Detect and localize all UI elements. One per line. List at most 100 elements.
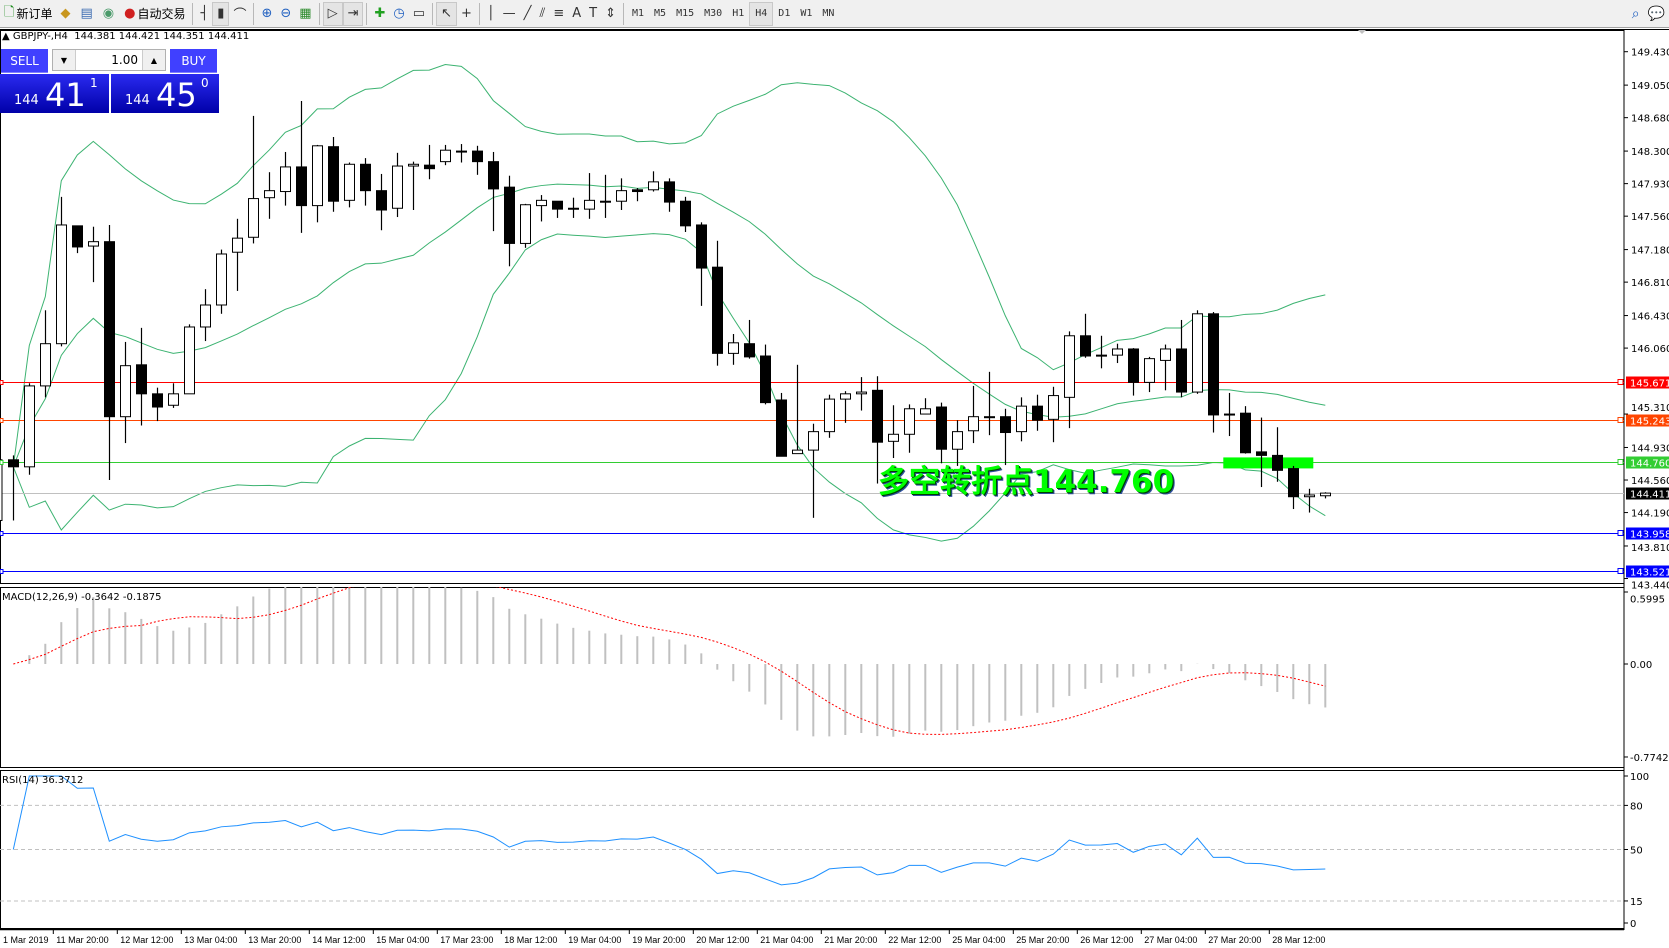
collapse-triangle-icon[interactable]: ▲ [2, 31, 13, 42]
templates-button[interactable]: ▭ [409, 2, 429, 26]
candle[interactable] [1160, 344, 1171, 391]
candle[interactable] [184, 324, 195, 395]
horizontal-line-button[interactable]: — [499, 2, 520, 26]
candle[interactable] [56, 196, 67, 347]
candle[interactable] [1032, 394, 1043, 431]
candle[interactable] [360, 158, 371, 206]
candle[interactable] [536, 195, 547, 222]
candle[interactable] [1320, 492, 1331, 499]
bar-chart-button[interactable]: ┤ [196, 2, 212, 26]
candle[interactable] [1272, 427, 1283, 482]
candle[interactable] [648, 171, 659, 192]
candle[interactable] [936, 402, 947, 464]
market-watch-button[interactable]: ◆ [56, 2, 76, 26]
candle[interactable] [632, 188, 643, 202]
tile-windows-button[interactable]: ▦ [295, 2, 315, 26]
indicators-button[interactable]: ✚ [370, 2, 389, 26]
cursor-button[interactable]: ↖ [436, 1, 457, 26]
candle[interactable] [904, 404, 915, 453]
candle[interactable] [744, 319, 755, 359]
candle[interactable] [104, 224, 115, 481]
zoom-in-button[interactable]: ⊕ [257, 2, 276, 26]
pivot-annotation-text[interactable]: 多空转折点144.760 [878, 464, 1175, 500]
candle[interactable] [712, 240, 723, 366]
candle[interactable] [1304, 488, 1315, 513]
timeframe-m5[interactable]: M5 [654, 8, 667, 19]
search-button[interactable]: ⌕ [1628, 2, 1644, 26]
candle[interactable] [1192, 310, 1203, 394]
candle[interactable] [1256, 417, 1267, 488]
zoom-out-button[interactable]: ⊖ [276, 2, 295, 26]
vertical-line-button[interactable]: │ [483, 2, 499, 26]
candle[interactable] [568, 197, 579, 218]
candle[interactable] [1288, 465, 1299, 510]
autoscroll-button[interactable]: ▷ [322, 1, 343, 26]
candle[interactable] [680, 196, 691, 232]
candle[interactable] [312, 144, 323, 223]
candle[interactable] [760, 344, 771, 405]
navigator-button[interactable]: ▤ [76, 2, 98, 26]
candle[interactable] [1240, 406, 1251, 454]
candle[interactable] [472, 145, 483, 175]
candle[interactable] [392, 152, 403, 218]
candle[interactable] [616, 178, 627, 211]
candle[interactable] [552, 200, 563, 218]
buy-button[interactable]: BUY [170, 49, 217, 73]
candle[interactable] [328, 137, 339, 212]
candle[interactable] [968, 385, 979, 444]
chart-shift-button[interactable]: ⇥ [342, 1, 364, 26]
candle[interactable] [504, 175, 515, 267]
candle[interactable] [440, 144, 451, 166]
timeframe-m15[interactable]: M15 [676, 8, 695, 19]
candle[interactable] [232, 218, 243, 291]
candlestick-button[interactable]: ▮ [212, 1, 230, 26]
timeframe-w1[interactable]: W1 [800, 8, 813, 19]
candle[interactable] [696, 222, 707, 306]
lot-increase-button[interactable]: ▲ [150, 55, 158, 65]
lot-input[interactable] [75, 50, 143, 70]
candle[interactable] [488, 151, 499, 232]
candle[interactable] [1064, 331, 1075, 429]
candle[interactable] [824, 394, 835, 438]
crosshair-button[interactable]: + [457, 2, 476, 26]
candle[interactable] [856, 377, 867, 411]
candle[interactable] [408, 161, 419, 211]
arrows-button[interactable]: ⇕ [601, 2, 620, 26]
candle[interactable] [584, 173, 595, 219]
candle[interactable] [1208, 312, 1219, 433]
candle[interactable] [1128, 348, 1139, 396]
candle[interactable] [1176, 319, 1187, 398]
candle[interactable] [664, 178, 675, 212]
chart-window[interactable]: 149.430 149.050 148.680 148.300 147.930 147.5… [0, 29, 1669, 948]
text-button[interactable]: A [568, 2, 585, 26]
candle[interactable] [8, 455, 19, 521]
sell-button[interactable]: SELL [1, 49, 48, 73]
line-anchor-handle[interactable] [1617, 379, 1624, 385]
candle[interactable] [1144, 356, 1155, 393]
candle[interactable] [136, 327, 147, 426]
candle[interactable] [344, 162, 355, 208]
chart-shift-marker-icon[interactable] [1358, 30, 1366, 34]
candle[interactable] [1112, 343, 1123, 364]
sell-price-box[interactable]: 144 41 1 [0, 74, 109, 113]
trendline-button[interactable]: ╱ [520, 2, 536, 26]
candle[interactable] [792, 364, 803, 455]
candle[interactable] [984, 371, 995, 436]
timeframe-m30[interactable]: M30 [704, 8, 723, 19]
line-anchor-handle[interactable] [1617, 459, 1624, 465]
equidistant-channel-button[interactable]: ⫽ [536, 2, 550, 26]
candle[interactable] [120, 341, 131, 444]
candle[interactable] [280, 151, 291, 206]
candle[interactable] [72, 225, 83, 254]
candle[interactable] [520, 203, 531, 248]
candle[interactable] [264, 172, 275, 219]
line-anchor-handle[interactable] [1617, 417, 1624, 423]
candle[interactable] [1224, 392, 1235, 437]
candle[interactable] [1096, 335, 1107, 369]
candle[interactable] [840, 391, 851, 423]
candle[interactable] [1016, 397, 1027, 442]
timeframe-m1[interactable]: M1 [631, 8, 645, 19]
chat-button[interactable]: 💬 [1644, 2, 1669, 26]
timeframe-h1[interactable]: H1 [732, 8, 745, 19]
candle[interactable] [40, 310, 51, 398]
